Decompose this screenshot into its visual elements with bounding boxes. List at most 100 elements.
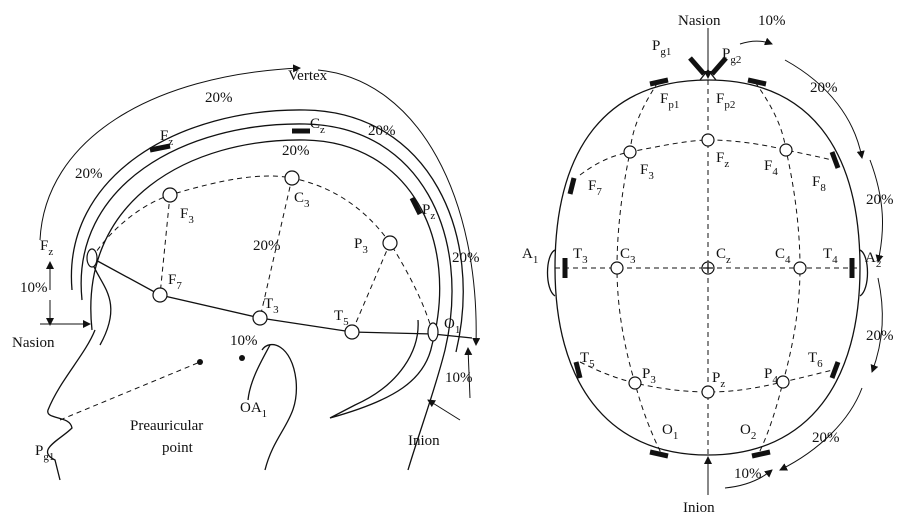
label-base: F xyxy=(660,91,668,107)
electrode-label: Cz xyxy=(716,246,731,266)
label: 20% xyxy=(205,90,233,106)
electrode-label: Fz xyxy=(40,238,53,258)
label-subscript: 3 xyxy=(648,170,654,182)
electrode-label: T6 xyxy=(808,350,823,370)
label-base: F xyxy=(812,174,820,190)
label-subscript: 3 xyxy=(273,304,279,316)
label-line: Preauricular xyxy=(130,418,203,434)
electrode-label: O2 xyxy=(740,422,756,442)
side-view xyxy=(39,64,481,481)
electrode-label: T5 xyxy=(334,308,349,328)
label: 20% xyxy=(282,143,310,159)
electrode-label: A1 xyxy=(522,246,538,266)
electrode-label: T3 xyxy=(573,246,588,266)
label-base: P xyxy=(35,443,43,459)
top-view xyxy=(546,28,884,495)
electrode-label: OA1 xyxy=(240,400,267,420)
label-base: F xyxy=(640,162,648,178)
electrode-label: C3 xyxy=(294,190,310,210)
label-subscript: 4 xyxy=(772,374,778,386)
label-base: O xyxy=(662,422,673,438)
label-base: F xyxy=(716,91,724,107)
label-line: point xyxy=(162,440,194,456)
label: 20% xyxy=(452,250,480,266)
label: 20% xyxy=(368,123,396,139)
label-base: F xyxy=(40,238,48,254)
label-subscript: z xyxy=(320,124,325,136)
electrode-label: Fz xyxy=(716,150,729,170)
label-subscript: z xyxy=(726,254,731,266)
electrode-label: Pg1 xyxy=(652,38,671,58)
label-subscript: z xyxy=(724,158,729,170)
electrode-label: Fz xyxy=(160,128,173,148)
electrode-label: F3 xyxy=(640,162,654,182)
label: Inion xyxy=(408,433,440,449)
label-subscript: g1 xyxy=(660,46,671,58)
label-base: F xyxy=(160,128,168,144)
label: 10% xyxy=(230,333,258,349)
label-subscript: g2 xyxy=(730,54,741,66)
electrode-label: O1 xyxy=(444,316,460,336)
label-subscript: z xyxy=(168,136,173,148)
label-base: T xyxy=(823,246,832,262)
label-subscript: 1 xyxy=(673,430,679,442)
label-subscript: z xyxy=(430,210,435,222)
label-subscript: 6 xyxy=(817,358,823,370)
label: Preauricular point xyxy=(130,418,203,456)
label-subscript: z xyxy=(48,246,53,258)
label-base: P xyxy=(354,236,362,252)
electrode-label: Cz xyxy=(310,116,325,136)
label-subscript: 7 xyxy=(596,186,602,198)
label: 10% xyxy=(20,280,48,296)
label-base: P xyxy=(652,38,660,54)
label-subscript: 4 xyxy=(785,254,791,266)
label-subscript: 1 xyxy=(455,324,461,336)
label: 20% xyxy=(810,80,838,96)
label-base: F xyxy=(168,272,176,288)
label-subscript: 5 xyxy=(343,316,349,328)
label-subscript: z xyxy=(720,378,725,390)
electrode-label: F8 xyxy=(812,174,826,194)
label-base: T xyxy=(580,350,589,366)
label-subscript: p1 xyxy=(668,99,679,111)
label-subscript: 3 xyxy=(188,214,194,226)
electrode-label: Fp2 xyxy=(716,91,735,111)
label-base: F xyxy=(764,158,772,174)
label-base: T xyxy=(264,296,273,312)
label: 10% xyxy=(734,466,762,482)
label-base: OA xyxy=(240,400,262,416)
label-base: O xyxy=(444,316,455,332)
label-subscript: p2 xyxy=(724,99,735,111)
electrode-label: T5 xyxy=(580,350,595,370)
electrode-label: C4 xyxy=(775,246,791,266)
label-base: A xyxy=(865,250,876,266)
label-base: T xyxy=(808,350,817,366)
label-base: P xyxy=(712,370,720,386)
label-base: F xyxy=(588,178,596,194)
label-base: P xyxy=(722,46,730,62)
label: Nasion xyxy=(12,335,55,351)
electrode-mark xyxy=(409,196,423,216)
label-subscript: 3 xyxy=(304,198,310,210)
label-base: C xyxy=(620,246,630,262)
label-subscript: 8 xyxy=(820,182,826,194)
electrode-label: F7 xyxy=(168,272,182,292)
label-subscript: 3 xyxy=(650,374,656,386)
label-base: F xyxy=(180,206,188,222)
electrode-mark xyxy=(149,143,171,153)
label-base: F xyxy=(716,150,724,166)
electrode-label: P4 xyxy=(764,366,778,386)
electrode-label: Fp1 xyxy=(660,91,679,111)
label-base: O xyxy=(740,422,751,438)
label-subscript: 3 xyxy=(362,244,368,256)
label: 10% xyxy=(445,370,473,386)
electrode-label: Pz xyxy=(712,370,725,390)
label-subscript: g1 xyxy=(43,451,54,463)
label: Nasion xyxy=(678,13,721,29)
label-base: C xyxy=(716,246,726,262)
label-base: P xyxy=(642,366,650,382)
electrode-label: F4 xyxy=(764,158,778,178)
label: 20% xyxy=(866,192,894,208)
